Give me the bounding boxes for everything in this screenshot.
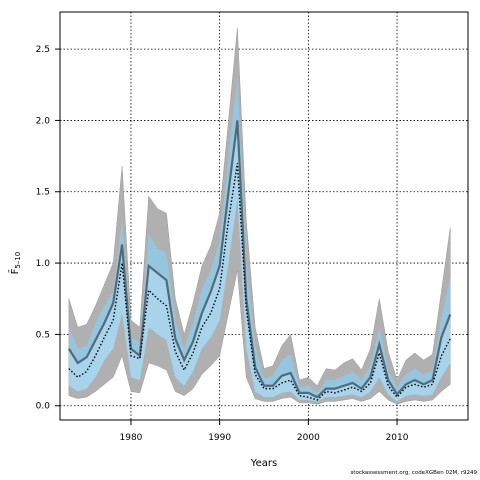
y-axis-title-subscript: 5–10 — [14, 252, 22, 269]
x-tick-label: 1980 — [120, 433, 143, 443]
y-tick-label: 2.0 — [36, 116, 51, 126]
outer-confidence-band — [68, 27, 451, 405]
y-tick-label: 0.0 — [36, 402, 51, 412]
inner-confidence-band-lower — [68, 120, 451, 402]
y-tick-label: 2.5 — [36, 45, 50, 55]
plot-frame — [59, 11, 469, 421]
x-axis-ticks: 1980 1990 2000 2010 — [120, 420, 409, 443]
y-tick-label: 1.0 — [36, 259, 51, 269]
footer-credit: stockassessment.org, codeXGBen 02M, r924… — [350, 470, 477, 476]
x-axis-title: Years — [250, 458, 277, 469]
y-axis-title: F̄5–10 — [8, 252, 22, 275]
y-axis-ticks: 0.0 0.5 1.0 1.5 2.0 2.5 — [36, 45, 60, 412]
svg-text:F̄5–10: F̄5–10 — [8, 252, 22, 275]
median-line — [67, 120, 452, 399]
point-estimate-line — [68, 163, 451, 401]
x-tick-label: 2000 — [297, 433, 320, 443]
x-tick-label: 1990 — [208, 433, 231, 443]
y-tick-label: 0.5 — [36, 330, 50, 340]
y-axis-title-main: F̄ — [8, 268, 21, 274]
x-tick-label: 2010 — [386, 433, 409, 443]
y-tick-label: 1.5 — [36, 188, 50, 198]
